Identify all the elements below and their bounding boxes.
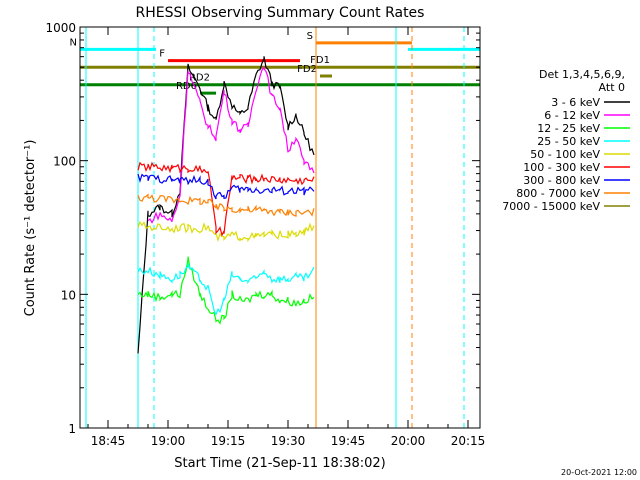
series-line xyxy=(147,65,315,224)
series-line xyxy=(137,220,315,243)
flag-label-fd2: FD2 xyxy=(297,64,317,75)
series-line xyxy=(137,56,315,354)
flag-label-rd2: RD2 xyxy=(189,73,210,84)
y-tick-label: 1 xyxy=(68,422,76,436)
timestamp: 20-Oct-2021 12:00 xyxy=(561,468,637,477)
y-tick-label: 1000 xyxy=(45,21,76,35)
legend-label: 800 - 7000 keV xyxy=(516,187,600,200)
flag-label-f: F xyxy=(159,49,165,60)
legend-header: Att 0 xyxy=(599,81,625,94)
series-line xyxy=(137,173,315,200)
legend-label: 50 - 100 keV xyxy=(530,148,600,161)
legend-label: 300 - 800 keV xyxy=(523,174,600,187)
data-series xyxy=(137,56,315,354)
y-tick-label: 10 xyxy=(61,288,76,302)
series-line xyxy=(137,263,315,315)
series-line xyxy=(137,193,315,217)
vertical-markers xyxy=(85,27,465,428)
legend-label: 3 - 6 keV xyxy=(551,96,600,109)
x-tick-label: 19:15 xyxy=(211,434,246,448)
legend-label: 100 - 300 keV xyxy=(523,161,600,174)
plot-frame xyxy=(79,26,481,429)
flag-label-n: N xyxy=(70,37,77,48)
legend-label: 7000 - 15000 keV xyxy=(502,200,600,213)
x-tick-label: 20:15 xyxy=(451,434,486,448)
x-tick-label: 19:00 xyxy=(151,434,186,448)
x-tick-label: 18:45 xyxy=(91,434,126,448)
x-tick-label: 19:45 xyxy=(331,434,366,448)
chart-title: RHESSI Observing Summary Count Rates xyxy=(136,5,425,21)
x-tick-label: 19:30 xyxy=(271,434,306,448)
y-tick-label: 100 xyxy=(53,155,76,169)
flag-label-fd1: FD1 xyxy=(310,55,330,66)
legend-label: 12 - 25 keV xyxy=(537,122,600,135)
axes: 18:45 19:00 19:15 19:30 19:45 20:00 20:15 1 10 10… xyxy=(45,21,485,448)
legend-label: 25 - 50 keV xyxy=(537,135,600,148)
y-axis-label: Count Rate (s⁻¹ detector⁻¹) xyxy=(23,140,38,317)
x-axis-label: Start Time (21-Sep-11 18:38:02) xyxy=(174,456,385,471)
series-line xyxy=(137,256,315,325)
flag-label-s: S xyxy=(307,31,313,42)
legend-label: 6 - 12 keV xyxy=(544,109,600,122)
x-tick-label: 20:00 xyxy=(391,434,426,448)
legend-header: Det 1,3,4,5,6,9, xyxy=(539,68,625,81)
